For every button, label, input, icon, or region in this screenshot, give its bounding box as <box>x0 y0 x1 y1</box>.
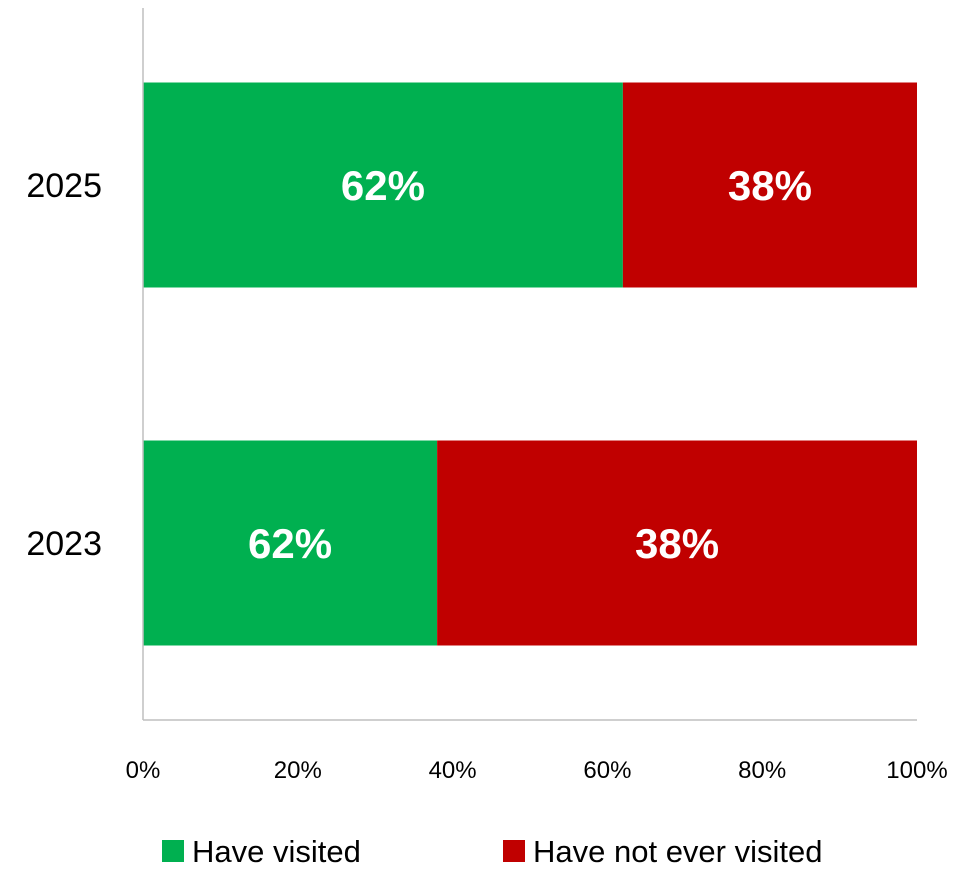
data-label-2025-series-1: 38% <box>728 162 812 209</box>
x-tick-label: 60% <box>583 757 631 784</box>
legend-swatch-series-1 <box>503 840 525 862</box>
x-tick-label: 80% <box>738 757 786 784</box>
category-label-2025: 2025 <box>26 167 102 205</box>
bar-2023-series-1 <box>437 440 917 646</box>
bar-2023-series-0 <box>143 440 438 646</box>
category-label-2023: 2023 <box>26 525 102 563</box>
legend-label-series-1: Have not ever visited <box>533 834 822 869</box>
bar-2025-series-0 <box>143 82 623 288</box>
category-labels: 2025 2023 <box>26 167 102 563</box>
data-label-2023-series-1: 38% <box>635 520 719 567</box>
legend-label-series-0: Have visited <box>192 834 361 869</box>
x-tick-label: 40% <box>429 757 477 784</box>
bar-2025-series-1 <box>622 82 917 288</box>
x-tick-label: 0% <box>126 757 161 784</box>
bars-layer: 62% 38% 62% 38% <box>143 82 917 646</box>
data-label-2025-series-0: 62% <box>341 162 425 209</box>
legend: Have visited Have not ever visited <box>162 834 822 869</box>
x-tick-labels: 0% 20% 40% 60% 80% 100% <box>126 757 948 784</box>
data-label-2023-series-0: 62% <box>248 520 332 567</box>
x-tick-label: 100% <box>886 757 947 784</box>
x-tick-label: 20% <box>274 757 322 784</box>
legend-swatch-series-0 <box>162 840 184 862</box>
